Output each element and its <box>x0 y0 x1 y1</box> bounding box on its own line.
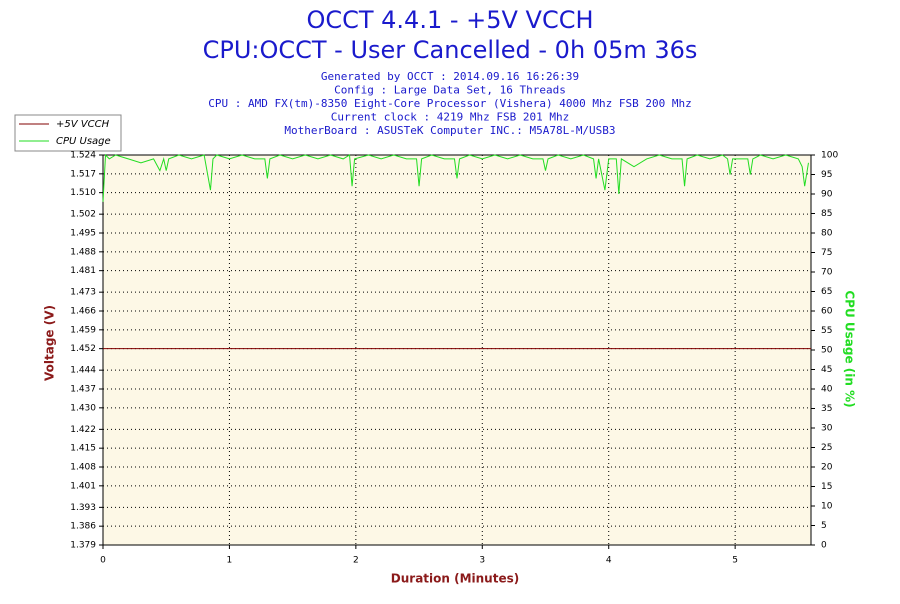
y2-tick-label: 100 <box>821 151 838 161</box>
y2-tick-label: 40 <box>821 385 833 395</box>
y-tick-label: 1.437 <box>70 385 96 395</box>
chart-title: OCCT 4.4.1 - +5V VCCH <box>306 6 593 34</box>
y2-tick-label: 50 <box>821 346 833 356</box>
y2-tick-label: 5 <box>821 521 827 531</box>
y2-axis-label: CPU Usage (in %) <box>843 290 857 407</box>
y2-tick-label: 65 <box>821 287 832 297</box>
y-tick-label: 1.488 <box>70 247 96 257</box>
y-tick-label: 1.466 <box>70 307 96 317</box>
y2-tick-label: 85 <box>821 209 832 219</box>
y2-tick-label: 25 <box>821 443 832 453</box>
y2-tick-label: 20 <box>821 463 833 473</box>
y2-tick-label: 15 <box>821 482 832 492</box>
y-tick-label: 1.502 <box>70 210 96 220</box>
y-tick-label: 1.408 <box>70 463 96 473</box>
y2-tick-label: 80 <box>821 229 833 239</box>
y2-tick-label: 90 <box>821 190 833 200</box>
legend <box>14 114 122 152</box>
y-tick-label: 1.401 <box>70 481 96 491</box>
x-axis-label: Duration (Minutes) <box>391 572 519 586</box>
y2-tick-label: 70 <box>821 268 833 278</box>
chart-subtitle: CPU:OCCT - User Cancelled - 0h 05m 36s <box>203 36 698 64</box>
y-tick-label: 1.481 <box>70 266 96 276</box>
info-line: CPU : AMD FX(tm)-8350 Eight-Core Process… <box>208 97 691 110</box>
y2-tick-label: 45 <box>821 365 832 375</box>
info-line: MotherBoard : ASUSTeK Computer INC.: M5A… <box>284 124 615 137</box>
info-line: Current clock : 4219 Mhz FSB 201 Mhz <box>331 111 569 124</box>
y-tick-label: 1.430 <box>70 403 96 413</box>
x-tick-label: 4 <box>606 556 612 566</box>
y2-tick-label: 10 <box>821 502 833 512</box>
y-tick-label: 1.524 <box>70 151 96 161</box>
y-tick-label: 1.459 <box>70 325 96 335</box>
y-tick-label: 1.422 <box>70 425 96 435</box>
x-tick-label: 3 <box>479 556 485 566</box>
y-tick-label: 1.386 <box>70 522 96 532</box>
legend-label: CPU Usage <box>56 136 111 147</box>
x-tick-label: 1 <box>227 556 233 566</box>
y-tick-label: 1.473 <box>70 288 96 298</box>
y-tick-label: 1.379 <box>70 541 96 551</box>
x-tick-label: 5 <box>732 556 738 566</box>
y2-tick-label: 75 <box>821 248 832 258</box>
y2-tick-label: 60 <box>821 307 833 317</box>
y2-tick-label: 0 <box>821 541 827 551</box>
plot-area <box>102 154 812 546</box>
y2-tick-label: 30 <box>821 424 833 434</box>
y2-tick-label: 35 <box>821 404 832 414</box>
x-tick-label: 2 <box>353 556 359 566</box>
legend-label: +5V VCCH <box>56 119 110 130</box>
y-tick-label: 1.510 <box>70 188 96 198</box>
info-line: Generated by OCCT : 2014.09.16 16:26:39 <box>321 70 579 83</box>
y-tick-label: 1.452 <box>70 344 96 354</box>
info-line: Config : Large Data Set, 16 Threads <box>334 84 566 97</box>
y-axis-label: Voltage (V) <box>43 305 57 381</box>
y-tick-label: 1.517 <box>70 169 96 179</box>
y2-tick-label: 55 <box>821 326 832 336</box>
x-tick-label: 0 <box>100 556 106 566</box>
y2-tick-label: 95 <box>821 170 832 180</box>
y-tick-label: 1.495 <box>70 229 96 239</box>
y-tick-label: 1.393 <box>70 503 96 513</box>
y-tick-label: 1.444 <box>70 366 96 376</box>
series-line <box>102 153 809 202</box>
y-tick-label: 1.415 <box>70 444 96 454</box>
